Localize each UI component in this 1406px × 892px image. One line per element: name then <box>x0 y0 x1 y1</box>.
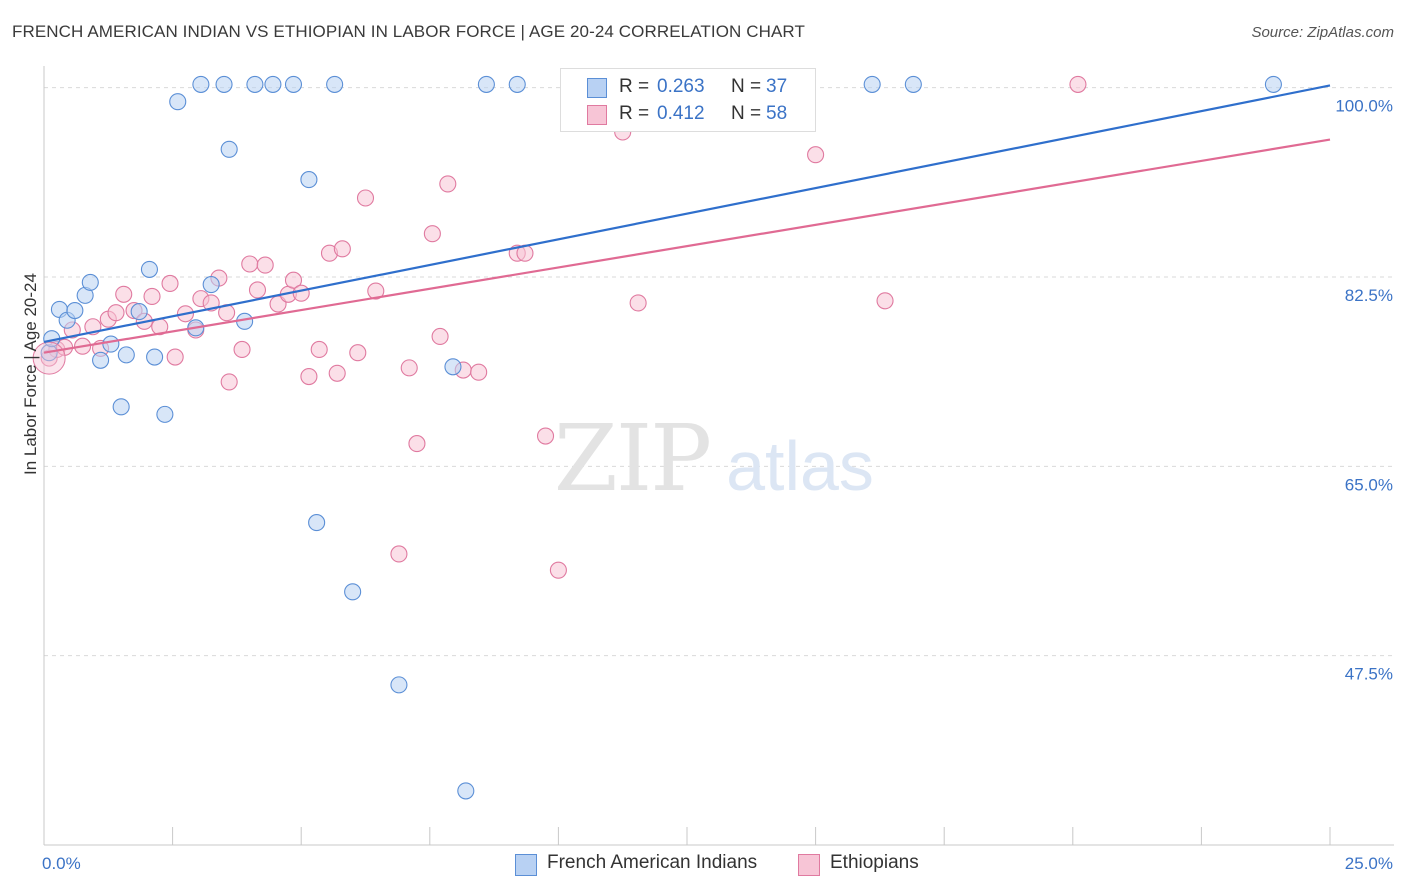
point-ethiopians <box>220 373 238 391</box>
point-french-american-indians <box>140 260 159 278</box>
point-ethiopians <box>629 294 647 312</box>
point-french-american-indians <box>215 75 233 93</box>
point-french-american-indians <box>102 335 120 353</box>
point-french-american-indians <box>117 346 135 364</box>
point-ethiopians <box>549 561 567 579</box>
point-ethiopians <box>349 344 367 362</box>
legend-swatch-blue <box>587 78 607 98</box>
trend-line-ethiopians <box>43 138 1331 354</box>
point-french-american-indians <box>264 75 282 93</box>
legend-label: French American Indians <box>547 852 758 873</box>
point-french-american-indians <box>508 75 526 93</box>
point-ethiopians <box>115 285 133 303</box>
watermark-zip: ZIP <box>554 405 710 512</box>
point-french-american-indians <box>192 75 210 93</box>
point-ethiopians <box>390 545 408 563</box>
trend-line-french-american-indians <box>43 84 1331 343</box>
y-tick-label: 47.5% <box>1345 665 1393 684</box>
legend-r-label: R = <box>619 103 650 124</box>
point-ethiopians <box>431 327 449 346</box>
y-tick-label: 65.0% <box>1345 475 1393 494</box>
point-french-american-indians <box>863 75 881 93</box>
point-ethiopians <box>143 287 161 306</box>
grid-lines <box>44 87 1394 657</box>
point-ethiopians <box>423 225 441 243</box>
point-ethiopians <box>233 340 251 359</box>
point-french-american-indians <box>344 583 362 601</box>
chart-title: FRENCH AMERICAN INDIAN VS ETHIOPIAN IN L… <box>12 22 805 41</box>
series-legend: French American Indians Ethiopians <box>0 852 1406 878</box>
point-ethiopians <box>256 256 274 274</box>
legend-swatch-blue <box>515 854 537 876</box>
x-tick-label: 0.0% <box>42 854 81 873</box>
point-french-american-indians <box>130 303 148 321</box>
legend-r-value: 0.263 <box>657 76 705 97</box>
point-french-american-indians <box>390 676 408 694</box>
x-tick-label: 25.0% <box>1345 854 1393 873</box>
point-french-american-indians <box>220 140 238 158</box>
legend-n-value: 37 <box>766 76 788 97</box>
point-french-american-indians <box>300 171 318 189</box>
point-ethiopians <box>408 435 426 453</box>
point-french-american-indians <box>169 93 187 111</box>
point-ethiopians <box>328 364 346 382</box>
legend-r-label: R = <box>619 76 650 97</box>
legend-swatch-pink <box>587 105 607 125</box>
point-french-american-indians <box>326 75 344 93</box>
point-ethiopians <box>161 274 179 293</box>
point-french-american-indians <box>92 351 110 369</box>
point-french-american-indians <box>308 514 326 532</box>
source-label: Source: ZipAtlas.com <box>1251 24 1394 41</box>
legend-row-french-american-indians: R = 0.263 N = 37 <box>561 74 815 100</box>
point-ethiopians <box>876 292 894 310</box>
watermark: ZIP atlas <box>554 405 874 512</box>
legend-n-label: N = <box>731 103 762 124</box>
y-tick-label: 100.0% <box>1335 97 1393 116</box>
y-tick-label: 82.5% <box>1345 286 1393 305</box>
tick-labels: 100.0% 82.5% 65.0% 47.5% 0.0% 25.0% <box>42 97 1393 873</box>
point-ethiopians <box>284 271 303 289</box>
legend-swatch-pink <box>798 854 820 876</box>
point-ethiopians <box>166 348 184 366</box>
stats-legend: R = 0.263 N = 37 R = 0.412 N = 58 <box>560 68 816 132</box>
point-french-american-indians <box>457 782 475 800</box>
watermark-atlas: atlas <box>726 427 874 505</box>
point-ethiopians <box>470 363 488 381</box>
point-french-american-indians <box>246 75 264 93</box>
axes <box>43 66 1394 846</box>
trend-lines <box>43 84 1331 354</box>
point-french-american-indians <box>202 276 220 294</box>
point-french-american-indians <box>1264 75 1282 93</box>
point-ethiopians <box>439 175 457 193</box>
point-french-american-indians <box>81 273 99 291</box>
point-french-american-indians <box>444 358 462 376</box>
point-ethiopians <box>400 359 418 377</box>
point-ethiopians <box>241 255 259 273</box>
legend-row-ethiopians: R = 0.412 N = 58 <box>561 101 815 127</box>
point-french-american-indians <box>904 75 922 93</box>
point-ethiopians <box>536 427 555 445</box>
point-ethiopians <box>248 281 267 299</box>
point-ethiopians <box>356 189 375 207</box>
point-french-american-indians <box>284 75 303 93</box>
point-ethiopians <box>310 340 328 359</box>
y-axis-label: In Labor Force | Age 20-24 <box>21 273 40 475</box>
point-ethiopians <box>1069 75 1087 93</box>
point-ethiopians <box>292 284 310 302</box>
legend-n-value: 58 <box>766 103 788 124</box>
point-french-american-indians <box>156 405 174 423</box>
legend-n-label: N = <box>731 76 762 97</box>
point-french-american-indians <box>146 348 164 366</box>
point-ethiopians <box>807 146 825 164</box>
point-french-american-indians <box>112 398 130 416</box>
point-ethiopians <box>107 304 125 322</box>
point-ethiopians <box>333 240 351 258</box>
point-ethiopians <box>300 367 318 386</box>
legend-label: Ethiopians <box>830 852 919 873</box>
point-french-american-indians <box>477 75 495 93</box>
point-ethiopians <box>367 282 385 300</box>
legend-r-value: 0.412 <box>657 103 705 124</box>
point-french-american-indians <box>66 301 84 320</box>
